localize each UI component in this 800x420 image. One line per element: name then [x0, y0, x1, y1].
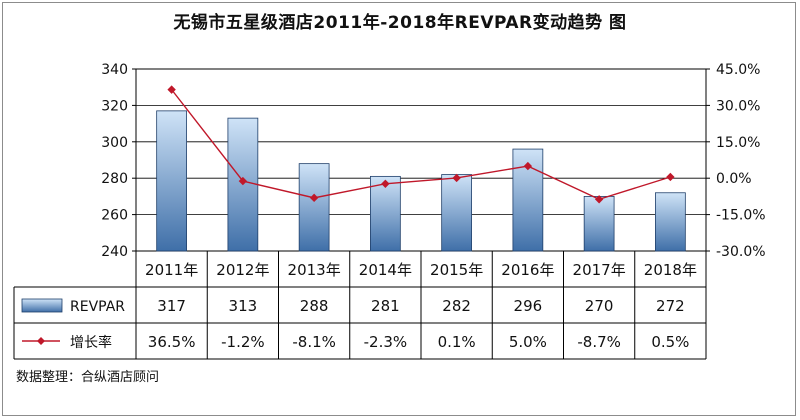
bar-value-label: 296 — [514, 297, 543, 315]
right-tick-label: 30.0% — [716, 98, 760, 114]
left-tick-label: 240 — [101, 244, 128, 260]
right-tick-label: 15.0% — [716, 135, 760, 151]
x-category-label: 2012年 — [216, 261, 269, 279]
bar-value-label: 288 — [300, 297, 329, 315]
bar-value-label: 317 — [157, 297, 186, 315]
right-tick-label: 0.0% — [716, 171, 752, 187]
legend-line-marker — [37, 337, 45, 345]
bar — [441, 174, 472, 252]
chart-title: 无锡市五星级酒店2011年-2018年REVPAR变动趋势 图 — [173, 13, 627, 33]
growth-point — [594, 195, 604, 204]
growth-value-label: 36.5% — [148, 333, 196, 351]
growth-point — [523, 161, 533, 171]
growth-point — [309, 193, 319, 203]
growth-value-label: -8.1% — [292, 333, 336, 351]
bar-value-label: 281 — [371, 297, 400, 315]
x-category-label: 2018年 — [644, 261, 697, 279]
bar-value-label: 272 — [656, 297, 685, 315]
x-category-label: 2013年 — [288, 261, 341, 279]
left-tick-label: 300 — [101, 135, 128, 151]
growth-point — [452, 173, 461, 183]
bar — [583, 195, 615, 252]
x-category-label: 2015年 — [430, 261, 483, 279]
growth-point — [666, 172, 675, 182]
bar — [370, 175, 401, 252]
plot-area — [135, 68, 707, 252]
x-category-label: 2016年 — [501, 261, 554, 279]
growth-point — [238, 176, 248, 186]
bar — [156, 110, 187, 252]
left-tick-label: 340 — [101, 62, 128, 78]
growth-value-label: -8.7% — [577, 333, 621, 351]
x-category-label: 2017年 — [573, 261, 626, 279]
bar — [298, 163, 330, 252]
x-category-label: 2014年 — [359, 261, 412, 279]
right-tick-label: -15.0% — [716, 208, 766, 224]
bar-value-label: 313 — [229, 297, 258, 315]
source-note: 数据整理：合纵酒店顾问 — [16, 370, 160, 385]
growth-value-label: 0.1% — [438, 333, 476, 351]
left-tick-label: 280 — [101, 171, 128, 187]
chart-frame — [2, 2, 796, 416]
growth-value-label: -2.3% — [364, 333, 408, 351]
growth-value-label: 0.5% — [651, 333, 689, 351]
left-tick-label: 260 — [101, 208, 128, 224]
left-tick-label: 320 — [101, 98, 128, 114]
legend-bar-swatch — [21, 298, 63, 313]
growth-point — [167, 85, 176, 94]
growth-value-label: -1.2% — [221, 333, 265, 351]
growth-point — [381, 179, 390, 188]
legend-bar-label: REVPAR — [70, 299, 125, 315]
growth-line — [171, 89, 671, 201]
bar-value-label: 282 — [442, 297, 471, 315]
bar — [655, 192, 686, 252]
bar-value-label: 270 — [585, 297, 614, 315]
legend-line-label: 增长率 — [70, 334, 112, 351]
right-tick-label: 45.0% — [716, 62, 760, 78]
growth-value-label: 5.0% — [509, 333, 547, 351]
right-tick-label: -30.0% — [716, 244, 766, 260]
x-category-label: 2011年 — [145, 261, 198, 279]
